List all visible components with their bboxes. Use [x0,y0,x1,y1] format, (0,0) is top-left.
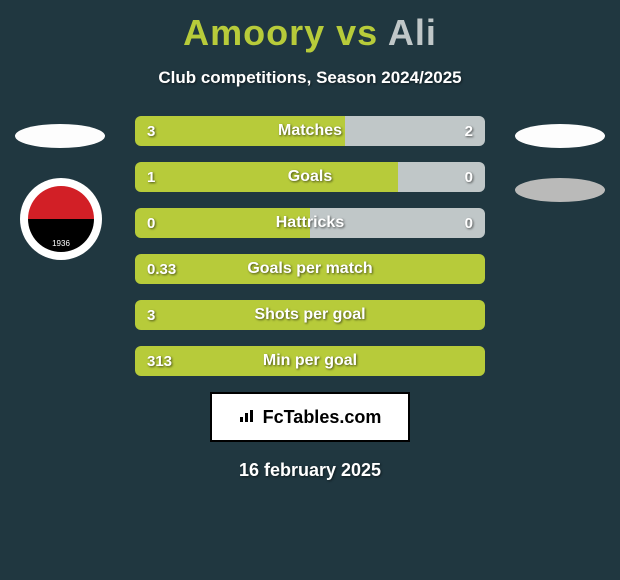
player1-name: Amoory [183,12,325,53]
comparison-title: Amoory vs Ali [0,0,620,54]
stat-bar-player1 [135,254,485,284]
player1-badge-placeholder [15,124,105,148]
club-logo-inner: 1936 [28,186,94,252]
source-site: FcTables.com [263,407,382,428]
stat-row: Goals10 [135,162,485,192]
stat-bar-player1 [135,116,345,146]
club-logo-year: 1936 [28,239,94,248]
chart-icon [239,409,257,426]
player1-club-logo: 1936 [20,178,102,260]
stat-bar-player1 [135,162,398,192]
stat-bar-player1 [135,346,485,376]
vs-text: vs [336,12,378,53]
stats-container: Matches32 Goals10 Hattricks00 Goals per mat… [135,116,485,376]
stat-row: Hattricks00 [135,208,485,238]
stat-row: Matches32 [135,116,485,146]
club-logo-top [28,186,94,219]
stat-row: Min per goal313 [135,346,485,376]
player2-name: Ali [388,12,437,53]
stat-bar-player2 [345,116,485,146]
player2-club-placeholder [515,178,605,202]
source-badge: FcTables.com [210,392,410,442]
stat-bar-player1 [135,300,485,330]
stat-row: Shots per goal3 [135,300,485,330]
stat-bar-player1 [135,208,310,238]
stat-bar-player2 [398,162,486,192]
subtitle: Club competitions, Season 2024/2025 [0,68,620,88]
player2-badge-placeholder [515,124,605,148]
footer-date: 16 february 2025 [0,460,620,481]
stat-bar-player2 [310,208,485,238]
stat-row: Goals per match0.33 [135,254,485,284]
